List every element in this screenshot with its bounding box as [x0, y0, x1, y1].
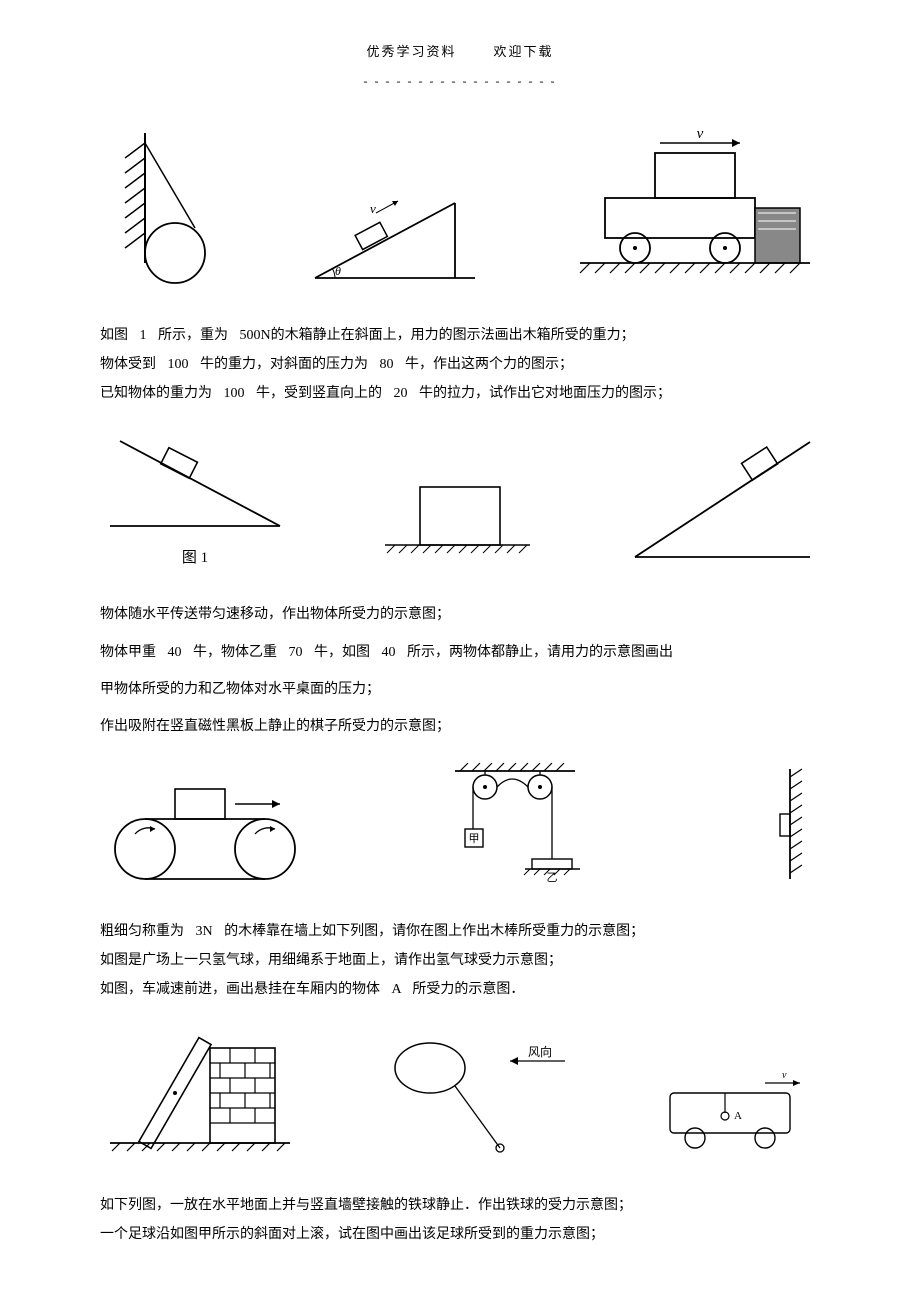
paragraph-4: 物体随水平传送带匀速移动，作出物体所受力的示意图；: [100, 602, 820, 627]
text-block-4: 如下列图，一放在水平地面上并与竖直墙壁接触的铁球静止．作出铁球的受力示意图； 一…: [100, 1193, 820, 1247]
header-dashes: - - - - - - - - - - - - - - - - - -: [100, 71, 820, 93]
paragraph-7: 作出吸附在竖直磁性黑板上静止的棋子所受力的示意图；: [100, 714, 820, 739]
paragraph-11: 如下列图，一放在水平地面上并与竖直墙壁接触的铁球静止．作出铁球的受力示意图；: [100, 1193, 820, 1218]
figure-row-1: v θ v: [100, 123, 820, 293]
paragraph-12: 一个足球沿如图甲所示的斜面对上滚，试在图中画出该足球所受到的重力示意图；: [100, 1222, 820, 1247]
figure-row-4: 风向 A v: [100, 1023, 820, 1163]
text-block-3: 粗细匀称重为 3N 的木棒靠在墙上如下列图，请你在图上作出木棒所受重力的示意图；…: [100, 919, 820, 1003]
label-A: A: [734, 1110, 742, 1122]
paragraph-10: 如图，车减速前进，画出悬挂在车厢内的物体 A 所受力的示意图．: [100, 977, 820, 1002]
header-right: 欢迎下载: [494, 44, 554, 59]
text-block-2: 物体随水平传送带匀速移动，作出物体所受力的示意图； 物体甲重 40 牛，物体乙重…: [100, 602, 820, 739]
fig-magnet-board: [720, 759, 820, 889]
paragraph-2: 物体受到 100 牛的重力，对斜面的压力为 80 牛，作出这两个力的图示；: [100, 352, 820, 377]
figure-row-3: 甲 乙: [100, 759, 820, 889]
fig-car: A v: [650, 1063, 820, 1163]
fig-box-ground: [370, 457, 540, 572]
paragraph-8: 粗细匀称重为 3N 的木棒靠在墙上如下列图，请你在图上作出木棒所受重力的示意图；: [100, 919, 820, 944]
fig-balloon: 风向: [375, 1033, 585, 1163]
fig-incline-block: v θ: [300, 183, 490, 293]
page-header: 优秀学习资料 欢迎下载: [100, 40, 820, 65]
label-theta: θ: [335, 264, 341, 278]
fig-conveyor: [100, 779, 310, 889]
figure-row-2: 图 1: [100, 426, 820, 572]
caption-1: 图 1: [100, 545, 290, 572]
label-v2: v: [697, 126, 704, 142]
fig-ball-wall: [100, 123, 230, 293]
header-left: 优秀学习资料: [366, 44, 456, 59]
paragraph-9: 如图是广场上一只氢气球，用细绳系于地面上，请作出氢气球受力示意图；: [100, 948, 820, 973]
text-block-1: 如图 1 所示，重为 500N的木箱静止在斜面上，用力的图示法画出木箱所受的重力…: [100, 323, 820, 407]
fig-incline-right: [620, 427, 820, 572]
fig-pulleys: 甲 乙: [430, 759, 600, 889]
label-v3: v: [782, 1070, 787, 1081]
label-jia: 甲: [469, 833, 480, 845]
fig-incline-2: [100, 426, 290, 541]
fig-group-incline: 图 1: [100, 426, 290, 572]
label-wind: 风向: [528, 1044, 552, 1059]
fig-cart: v: [560, 123, 820, 293]
label-v: v: [370, 201, 376, 216]
paragraph-1: 如图 1 所示，重为 500N的木箱静止在斜面上，用力的图示法画出木箱所受的重力…: [100, 323, 820, 348]
paragraph-6: 甲物体所受的力和乙物体对水平桌面的压力；: [100, 677, 820, 702]
fig-rod-wall: [100, 1023, 310, 1163]
paragraph-5: 物体甲重 40 牛，物体乙重 70 牛，如图 40 所示，两物体都静止，请用力的…: [100, 640, 820, 665]
paragraph-3: 已知物体的重力为 100 牛，受到竖直向上的 20 牛的拉力，试作出它对地面压力…: [100, 381, 820, 406]
